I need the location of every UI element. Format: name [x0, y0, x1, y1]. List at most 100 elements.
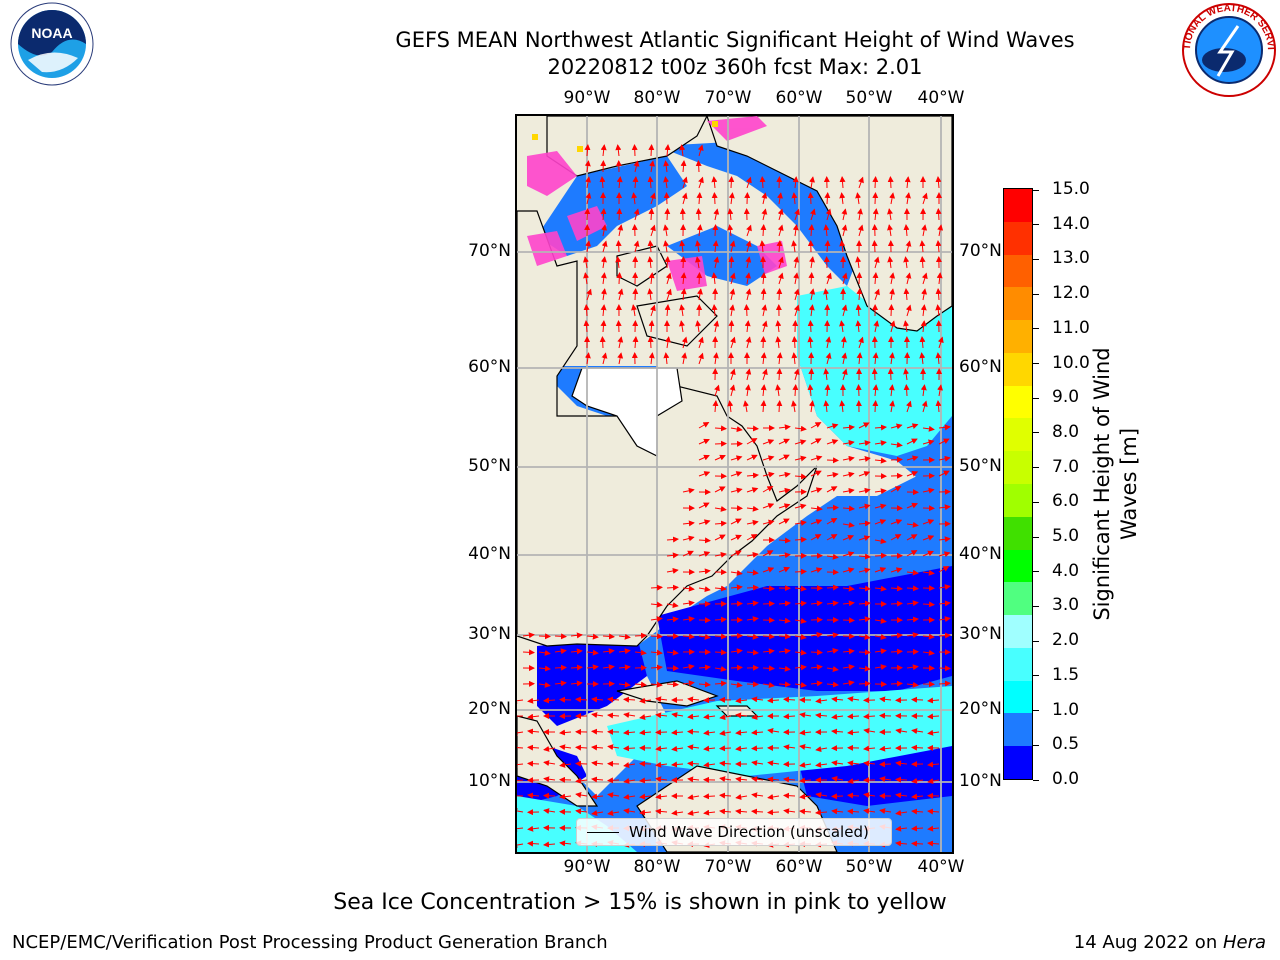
- wind-wave-arrow: [618, 648, 631, 655]
- wind-wave-arrow: [794, 536, 807, 543]
- wind-wave-arrow: [730, 569, 743, 576]
- nws-logo: NATIONAL WEATHER SERVICE: [1176, 0, 1278, 98]
- wind-wave-arrow: [794, 455, 807, 462]
- wind-wave-arrow: [634, 681, 647, 688]
- wind-wave-arrow: [841, 304, 848, 317]
- wind-wave-arrow: [682, 535, 695, 542]
- wind-wave-arrow: [591, 776, 604, 783]
- wind-wave-arrow: [695, 160, 702, 173]
- colorbar-segment: [1004, 483, 1032, 517]
- wind-wave-arrow: [618, 664, 631, 671]
- wind-wave-arrow: [650, 304, 656, 317]
- wind-wave-arrow: [857, 208, 863, 221]
- colorbar-tick-label: 2.0: [1052, 630, 1080, 651]
- wind-wave-arrow: [890, 534, 902, 541]
- wind-wave-arrow: [746, 224, 752, 237]
- wind-wave-arrow: [938, 536, 951, 543]
- wind-wave-arrow: [919, 256, 926, 269]
- wind-wave-arrow: [698, 681, 711, 688]
- wind-wave-arrow: [714, 486, 726, 493]
- wind-wave-arrow: [698, 176, 704, 189]
- wind-wave-arrow: [777, 272, 784, 285]
- colorbar-segment: [1004, 615, 1032, 648]
- wind-wave-arrow: [831, 760, 844, 767]
- wind-wave-arrow: [682, 664, 695, 670]
- wind-wave-arrow: [663, 352, 670, 365]
- wind-wave-arrow: [517, 761, 524, 768]
- colorbar-tick-mark: [1033, 189, 1039, 191]
- wind-wave-arrow: [808, 304, 815, 317]
- wind-wave-arrow: [826, 517, 838, 525]
- wind-wave-arrow: [591, 760, 604, 767]
- colorbar-tick-mark: [1033, 467, 1039, 469]
- wind-wave-arrow: [935, 208, 942, 221]
- wind-wave-arrow: [922, 425, 935, 432]
- colorbar-tick-label: 11.0: [1052, 317, 1090, 338]
- wind-wave-arrow: [517, 808, 524, 814]
- wind-wave-arrow: [793, 288, 800, 301]
- wind-wave-arrow: [783, 696, 796, 703]
- wind-wave-arrow: [810, 567, 823, 573]
- noaa-logo: NOAA: [2, 2, 102, 86]
- wind-wave-arrow: [778, 454, 790, 461]
- wind-wave-arrow: [935, 352, 942, 365]
- wind-wave-arrow: [687, 794, 700, 800]
- wind-wave-arrow: [809, 176, 815, 189]
- wind-wave-arrow: [517, 777, 524, 784]
- wind-wave-arrow: [746, 519, 759, 526]
- wind-wave-arrow: [792, 384, 799, 397]
- wind-wave-arrow: [671, 761, 684, 768]
- wind-wave-arrow: [906, 600, 919, 607]
- wind-wave-arrow: [903, 368, 910, 381]
- wind-wave-arrow: [575, 696, 588, 703]
- wind-wave-arrow: [826, 681, 839, 688]
- wind-wave-arrow: [517, 825, 524, 832]
- wind-wave-arrow: [663, 160, 670, 173]
- wind-wave-arrow: [839, 240, 846, 253]
- wind-wave-arrow: [602, 633, 615, 640]
- wind-wave-arrow: [714, 454, 726, 461]
- wind-wave-arrow: [874, 648, 887, 655]
- wind-wave-arrow: [826, 584, 839, 591]
- wind-wave-arrow: [713, 208, 720, 221]
- wind-wave-arrow: [938, 680, 951, 687]
- wind-wave-arrow: [647, 256, 654, 269]
- wind-wave-arrow: [799, 744, 812, 750]
- wind-wave-arrow: [856, 352, 863, 365]
- wind-wave-arrow: [778, 256, 784, 269]
- wind-wave-arrow: [687, 810, 700, 816]
- wind-wave-arrow: [760, 288, 767, 301]
- wind-wave-arrow: [823, 288, 830, 301]
- wind-wave-arrow: [714, 520, 727, 527]
- wind-wave-arrow: [730, 648, 743, 655]
- wind-wave-arrow: [842, 567, 855, 574]
- wind-wave-arrow: [714, 440, 727, 447]
- wind-wave-arrow: [858, 567, 871, 574]
- wind-wave-arrow: [858, 553, 871, 560]
- wind-wave-arrow: [745, 272, 751, 285]
- wind-wave-arrow: [879, 696, 892, 703]
- colorbar-segment: [1004, 221, 1032, 255]
- footer-date: 14 Aug 2022 on Hera: [1074, 932, 1266, 953]
- wind-wave-arrow: [655, 745, 668, 752]
- wind-wave-arrow: [591, 744, 604, 751]
- wind-wave-arrow: [858, 665, 871, 672]
- wind-wave-arrow: [922, 535, 935, 541]
- wind-wave-arrow: [794, 503, 807, 510]
- wind-wave-arrow: [824, 192, 831, 205]
- wind-wave-arrow: [810, 519, 823, 525]
- wind-wave-arrow: [927, 761, 940, 768]
- wind-wave-arrow: [906, 681, 919, 688]
- colorbar-segment: [1004, 352, 1032, 386]
- wind-wave-arrow: [938, 632, 951, 639]
- wind-wave-arrow: [879, 745, 892, 752]
- wind-wave-arrow: [794, 439, 807, 446]
- wind-wave-arrow: [543, 841, 556, 848]
- wind-wave-arrow: [751, 760, 764, 767]
- wind-wave-arrow: [575, 777, 588, 784]
- colorbar-segment: [1004, 516, 1032, 550]
- wind-wave-arrow: [666, 681, 679, 688]
- wind-wave-arrow: [759, 176, 766, 189]
- wind-wave-arrow: [810, 632, 823, 638]
- data-gap-region: [571, 367, 683, 457]
